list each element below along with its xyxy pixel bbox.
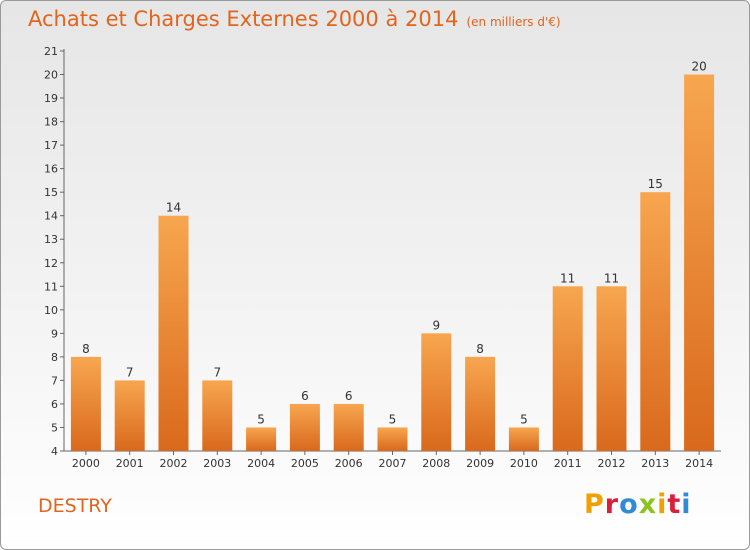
data-label: 11: [604, 271, 619, 285]
x-tick-label: 2010: [510, 457, 538, 470]
data-label: 5: [389, 412, 397, 426]
bar-2002: [158, 215, 189, 451]
data-label: 5: [257, 412, 265, 426]
x-tick-label: 2014: [685, 457, 713, 470]
logo-letter: P: [584, 489, 605, 520]
chart-subtitle: (en milliers d'€): [466, 15, 561, 29]
x-tick-label: 2007: [379, 457, 407, 470]
logo-letter: x: [638, 489, 658, 520]
y-tick-label: 14: [44, 210, 58, 223]
y-tick-label: 7: [51, 374, 58, 387]
data-label: 11: [560, 271, 575, 285]
bar-2014: [684, 74, 715, 451]
bar-2004: [246, 427, 277, 451]
x-tick-label: 2012: [598, 457, 626, 470]
x-tick-label: 2001: [116, 457, 144, 470]
bar-2009: [465, 356, 496, 451]
x-tick-label: 2003: [203, 457, 231, 470]
y-tick-label: 19: [44, 92, 58, 105]
bar-2008: [421, 333, 452, 451]
y-tick-label: 13: [44, 233, 58, 246]
x-tick-label: 2008: [422, 457, 450, 470]
x-tick-label: 2002: [160, 457, 188, 470]
y-tick-label: 21: [44, 45, 58, 58]
chart-title-text: Achats et Charges Externes 2000 à 2014: [28, 7, 459, 31]
y-tick-label: 20: [44, 69, 58, 82]
logo-letter: i: [657, 489, 668, 520]
y-tick-label: 11: [44, 280, 58, 293]
data-label: 15: [648, 177, 663, 191]
y-tick-label: 4: [51, 445, 58, 458]
x-tick-label: 2004: [247, 457, 275, 470]
bar-2006: [333, 403, 364, 451]
y-tick-label: 6: [51, 398, 58, 411]
y-tick-label: 8: [51, 351, 58, 364]
bar-2012: [596, 286, 627, 451]
x-tick-label: 2011: [554, 457, 582, 470]
logo-letter: t: [667, 489, 682, 520]
y-tick-label: 17: [44, 139, 58, 152]
y-tick-label: 16: [44, 163, 58, 176]
data-label: 5: [520, 412, 528, 426]
chart-title: Achats et Charges Externes 2000 à 2014 (e…: [28, 7, 561, 31]
y-tick-label: 18: [44, 116, 58, 129]
x-tick-label: 2000: [72, 457, 100, 470]
data-label: 7: [213, 365, 221, 379]
x-tick-label: 2005: [291, 457, 319, 470]
data-label: 9: [432, 318, 440, 332]
bar-2005: [289, 403, 320, 451]
x-tick-label: 2006: [335, 457, 363, 470]
y-tick-label: 12: [44, 257, 58, 270]
data-label: 6: [301, 389, 309, 403]
data-label: 20: [691, 60, 706, 74]
logo-letter: i: [681, 489, 692, 520]
x-tick-label: 2009: [466, 457, 494, 470]
bar-2011: [552, 286, 583, 451]
logo-letter: o: [619, 489, 639, 520]
bar-2010: [508, 427, 539, 451]
y-tick-label: 15: [44, 186, 58, 199]
y-tick-label: 10: [44, 304, 58, 317]
y-tick-label: 9: [51, 327, 58, 340]
bar-2007: [377, 427, 408, 451]
logo-letter: r: [604, 489, 620, 520]
data-label: 8: [476, 342, 484, 356]
y-tick-label: 5: [51, 421, 58, 434]
x-tick-label: 2013: [641, 457, 669, 470]
data-label: 8: [82, 342, 90, 356]
data-label: 14: [166, 201, 181, 215]
commune-name: DESTRY: [38, 495, 112, 517]
bar-2001: [114, 380, 145, 451]
data-label: 7: [126, 365, 134, 379]
bar-2000: [70, 356, 101, 451]
bar-2003: [202, 380, 233, 451]
bar-2013: [640, 192, 671, 452]
proxiti-logo: Proxiti: [584, 489, 692, 520]
data-label: 6: [345, 389, 353, 403]
